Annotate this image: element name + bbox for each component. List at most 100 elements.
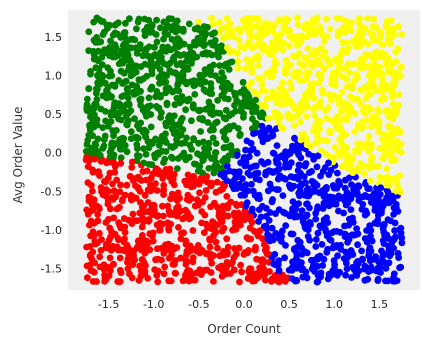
data-point [124,258,131,266]
data-point [304,71,311,79]
data-point [335,30,342,38]
data-point [269,132,277,140]
data-point [262,134,270,142]
data-point [352,271,360,278]
data-point [259,235,266,243]
data-point [300,97,307,105]
data-point [337,107,345,115]
data-point [190,173,198,180]
data-point [304,45,312,53]
data-point [182,237,190,245]
data-point [183,57,190,65]
data-point [365,147,372,155]
data-point [125,66,132,74]
data-point [236,278,243,286]
data-point [122,77,130,85]
data-point [286,33,294,40]
data-point [195,180,203,188]
data-point [161,29,169,37]
data-point [341,222,348,230]
data-point [304,233,312,240]
data-point [293,255,300,262]
data-point [369,255,377,263]
data-point [110,128,118,136]
data-point [102,117,109,125]
data-point [385,259,393,267]
data-point [380,221,388,228]
data-point [335,207,342,215]
data-point [310,127,317,135]
data-point [188,145,196,153]
data-point [121,107,129,115]
data-point [231,89,239,97]
data-point [259,202,266,210]
data-point [240,153,248,161]
data-point [244,169,252,177]
data-point [242,146,249,154]
data-point [359,118,366,126]
data-point [323,214,330,222]
data-point [299,62,307,70]
data-point [116,266,124,274]
data-point [390,274,397,282]
data-point [159,79,167,86]
data-point [198,247,206,255]
data-point [366,105,374,112]
data-point [298,259,305,266]
data-point [220,114,228,122]
data-point [167,195,174,203]
data-point [320,65,328,72]
data-point [395,101,402,109]
data-point [103,21,111,29]
data-point [294,21,302,29]
data-point [347,206,355,214]
data-point [113,176,121,184]
data-point [205,165,213,172]
data-point [92,89,100,97]
data-point [245,235,252,243]
data-point [349,60,357,68]
data-point [295,50,303,57]
data-point [141,126,149,134]
data-point [252,23,260,30]
data-point [339,46,347,54]
data-point [135,152,143,160]
data-point [201,194,209,201]
data-point [142,262,149,269]
data-point [147,123,155,131]
data-point [363,210,371,217]
data-point [91,53,98,61]
data-point [369,23,377,31]
data-point [133,49,141,57]
data-point [385,249,393,257]
data-point [312,236,320,243]
data-point [85,103,92,111]
data-point [355,148,363,156]
data-point [387,60,395,68]
data-point [90,232,98,240]
data-point [257,41,265,49]
data-point [361,276,369,284]
data-point [115,77,123,84]
data-point [397,149,405,156]
y-axis-label: Avg Order Value [11,107,25,204]
data-point [172,257,179,264]
data-point [323,114,330,122]
data-point [219,202,227,210]
data-point [110,214,118,222]
data-point [160,270,168,278]
data-point [157,93,164,101]
data-point [170,56,178,64]
data-point [376,191,384,198]
data-point [195,18,202,26]
data-point [257,113,264,121]
data-point [230,209,238,217]
data-point [183,258,191,265]
data-point [367,264,375,272]
data-point [177,254,185,262]
data-point [154,245,161,253]
data-point [396,226,403,234]
data-point [367,177,374,185]
data-point [267,168,275,175]
